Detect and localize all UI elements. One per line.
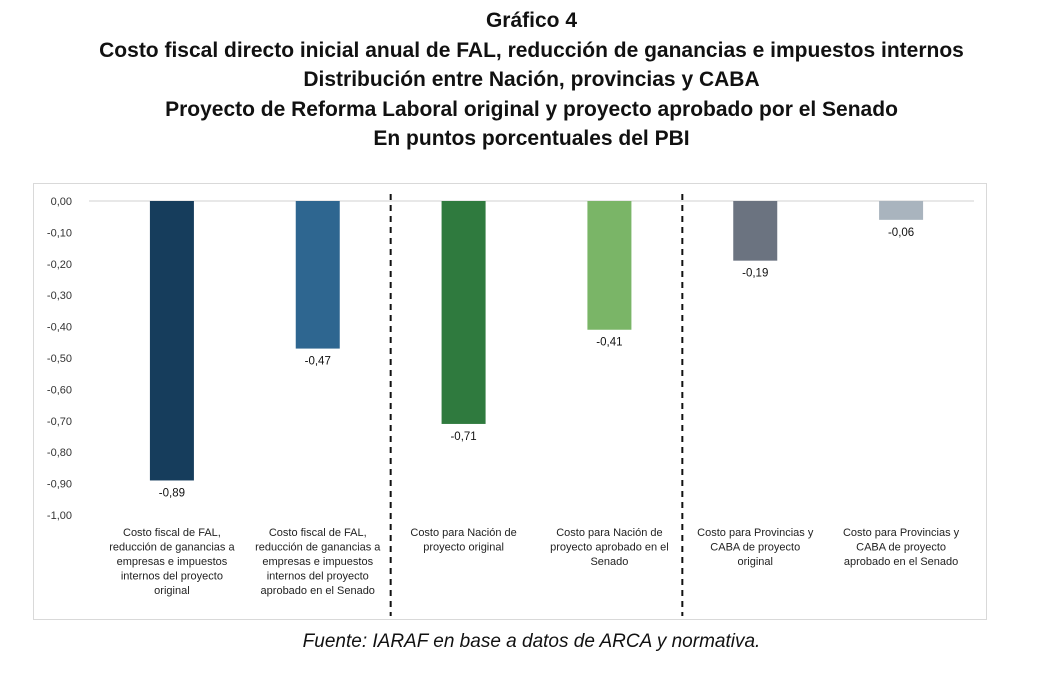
x-tick-label: Costo para Provincias y CABA de proyecto o… [697,527,814,568]
chart-area: 0,00 -0,10 -0,20 -0,30 -0,40 -0,50 -0,60 -0,70 -… [33,183,987,620]
bar [879,201,924,220]
y-tick-label: -0,20 [47,259,72,271]
chart-subtitle-3: Proyecto de Reforma Laboral original y p… [165,97,898,121]
x-tick-label: Costo fiscal de FAL, reducción de gananci… [255,527,381,597]
y-tick-label: 0,00 [51,196,72,208]
chart-title: Gráfico 4 [485,9,578,32]
chart-subtitle-2: Distribución entre Nación, provincias y … [303,68,760,91]
data-label: -0,89 [159,487,185,499]
y-tick-label: -1,00 [47,510,72,522]
chart-title-block: Gráfico 4 Costo fiscal directo inicial a… [0,6,1063,154]
y-tick-label: -0,90 [47,479,72,491]
x-tick-label: Costo para Provincias y CABA de proyecto a… [843,527,960,568]
x-tick-label: Costo para Nación de proyecto original [410,527,516,554]
bar [587,201,632,330]
x-tick-label: Costo para Nación de proyecto aprobado en… [550,527,669,568]
data-label: -0,47 [305,356,331,368]
y-tick-label: -0,30 [47,290,72,302]
y-tick-label: -0,10 [47,227,72,239]
y-tick-label: -0,60 [47,384,72,396]
y-tick-label: -0,50 [47,353,72,365]
bar [149,201,194,481]
bar [733,201,778,261]
bar-chart: 0,00 -0,10 -0,20 -0,30 -0,40 -0,50 -0,60 -0,70 -… [47,194,974,616]
data-label: -0,41 [596,337,622,349]
source-note: Fuente: IARAF en base a datos de ARCA y … [302,631,761,652]
bar [295,201,340,349]
data-label: -0,06 [888,227,914,239]
chart-subtitle-1: Costo fiscal directo inicial anual de FA… [99,38,964,62]
data-label: -0,71 [450,431,476,443]
y-tick-label: -0,80 [47,447,72,459]
chart-subtitle-4: En puntos porcentuales del PBI [373,127,690,150]
x-tick-label: Costo fiscal de FAL, reducción de gananci… [109,527,235,597]
bar [441,201,486,424]
y-tick-label: -0,40 [47,322,72,334]
data-label: -0,19 [742,268,768,280]
y-tick-label: -0,70 [47,416,72,428]
